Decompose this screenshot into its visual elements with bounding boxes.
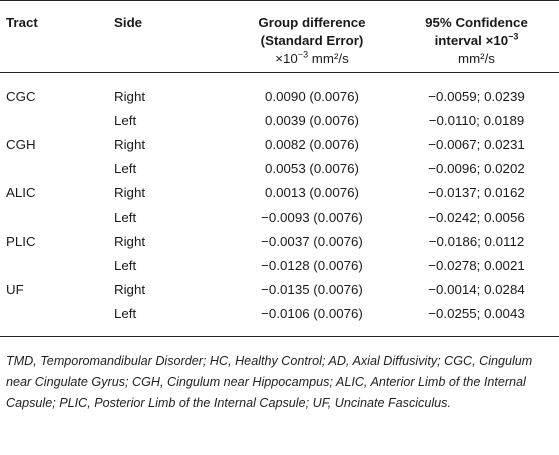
cell-confidence-interval: −0.0059; 0.0239 (428, 88, 525, 104)
cell-tract: CGH (6, 136, 36, 152)
table-row: Left −0.0093 (0.0076) −0.0242; 0.0056 (0, 205, 559, 229)
table-header: Tract Side Group difference (Standard Er… (0, 0, 559, 73)
cell-tract (0, 302, 114, 337)
cell-tract: CGC (6, 88, 36, 104)
header-diff-unit-prefix: ×10 (275, 51, 298, 66)
cell-confidence-interval: −0.0137; 0.0162 (428, 185, 525, 201)
cell-group-difference: −0.0135 (0.0076) (261, 282, 363, 298)
cell-tract (0, 253, 114, 277)
cell-group-difference: 0.0013 (0.0076) (265, 185, 359, 201)
results-table-container: Tract Side Group difference (Standard Er… (0, 0, 559, 410)
table-row: CGC Right 0.0090 (0.0076) −0.0059; 0.023… (0, 73, 559, 109)
cell-group-difference: −0.0093 (0.0076) (261, 209, 363, 225)
results-table: Tract Side Group difference (Standard Er… (0, 0, 559, 337)
header-diff-line2: (Standard Error) (260, 33, 364, 48)
cell-tract (0, 108, 114, 132)
cell-group-difference: 0.0082 (0.0076) (265, 136, 359, 152)
cell-side: Left (114, 161, 137, 177)
cell-side: Left (114, 306, 137, 322)
cell-group-difference: 0.0090 (0.0076) (265, 88, 359, 104)
cell-group-difference: 0.0053 (0.0076) (265, 161, 359, 177)
header-ci-line1: 95% Confidence (425, 15, 528, 30)
cell-tract: UF (6, 282, 24, 298)
table-row: Left −0.0106 (0.0076) −0.0255; 0.0043 (0, 302, 559, 337)
cell-group-difference: −0.0106 (0.0076) (261, 306, 363, 322)
cell-confidence-interval: −0.0278; 0.0021 (428, 257, 525, 273)
cell-confidence-interval: −0.0186; 0.0112 (428, 233, 525, 249)
table-row: PLIC Right −0.0037 (0.0076) −0.0186; 0.0… (0, 229, 559, 253)
header-confidence-interval: 95% Confidence interval ×10−3 mm²/s (402, 1, 559, 73)
cell-side: Left (114, 209, 137, 225)
header-tract: Tract (6, 15, 38, 30)
cell-tract: ALIC (6, 185, 36, 201)
header-ci-line2: interval ×10−3 (402, 32, 551, 50)
cell-side: Left (114, 112, 137, 128)
header-ci-exp: −3 (508, 31, 519, 42)
table-row: Left 0.0053 (0.0076) −0.0096; 0.0202 (0, 157, 559, 181)
cell-confidence-interval: −0.0110; 0.0189 (428, 112, 525, 128)
header-diff-unit-suffix: mm²/s (308, 51, 349, 66)
cell-confidence-interval: −0.0096; 0.0202 (428, 161, 525, 177)
header-group-difference: Group difference (Standard Error) ×10−3 … (222, 1, 402, 73)
cell-side: Right (114, 88, 146, 104)
cell-confidence-interval: −0.0255; 0.0043 (428, 306, 525, 322)
cell-side: Right (114, 185, 146, 201)
header-diff-unit-exp: −3 (297, 49, 309, 60)
table-row: Left 0.0039 (0.0076) −0.0110; 0.0189 (0, 108, 559, 132)
cell-side: Right (114, 282, 146, 298)
table-row: ALIC Right 0.0013 (0.0076) −0.0137; 0.01… (0, 181, 559, 205)
cell-confidence-interval: −0.0067; 0.0231 (428, 136, 525, 152)
cell-side: Right (114, 136, 146, 152)
table-footnote: TMD, Temporomandibular Disorder; HC, Hea… (6, 353, 533, 410)
header-row: Tract Side Group difference (Standard Er… (0, 0, 559, 73)
cell-confidence-interval: −0.0242; 0.0056 (428, 209, 525, 225)
cell-group-difference: −0.0037 (0.0076) (261, 233, 363, 249)
cell-confidence-interval: −0.0014; 0.0284 (428, 282, 525, 298)
header-diff-line1: Group difference (258, 15, 366, 30)
table-row: Left −0.0128 (0.0076) −0.0278; 0.0021 (0, 253, 559, 277)
cell-side: Right (114, 233, 146, 249)
header-side: Side (114, 15, 143, 30)
header-ci-unit: mm²/s (458, 51, 495, 66)
header-diff-unit: ×10−3 mm²/s (222, 50, 402, 68)
cell-side: Left (114, 257, 137, 273)
cell-tract (0, 157, 114, 181)
cell-group-difference: 0.0039 (0.0076) (265, 112, 359, 128)
cell-tract: PLIC (6, 233, 36, 249)
table-row: CGH Right 0.0082 (0.0076) −0.0067; 0.023… (0, 132, 559, 156)
header-ci-line2-text: interval ×10 (434, 33, 509, 48)
table-body: CGC Right 0.0090 (0.0076) −0.0059; 0.023… (0, 73, 559, 337)
table-row: UF Right −0.0135 (0.0076) −0.0014; 0.028… (0, 278, 559, 302)
cell-group-difference: −0.0128 (0.0076) (261, 257, 363, 273)
cell-tract (0, 205, 114, 229)
